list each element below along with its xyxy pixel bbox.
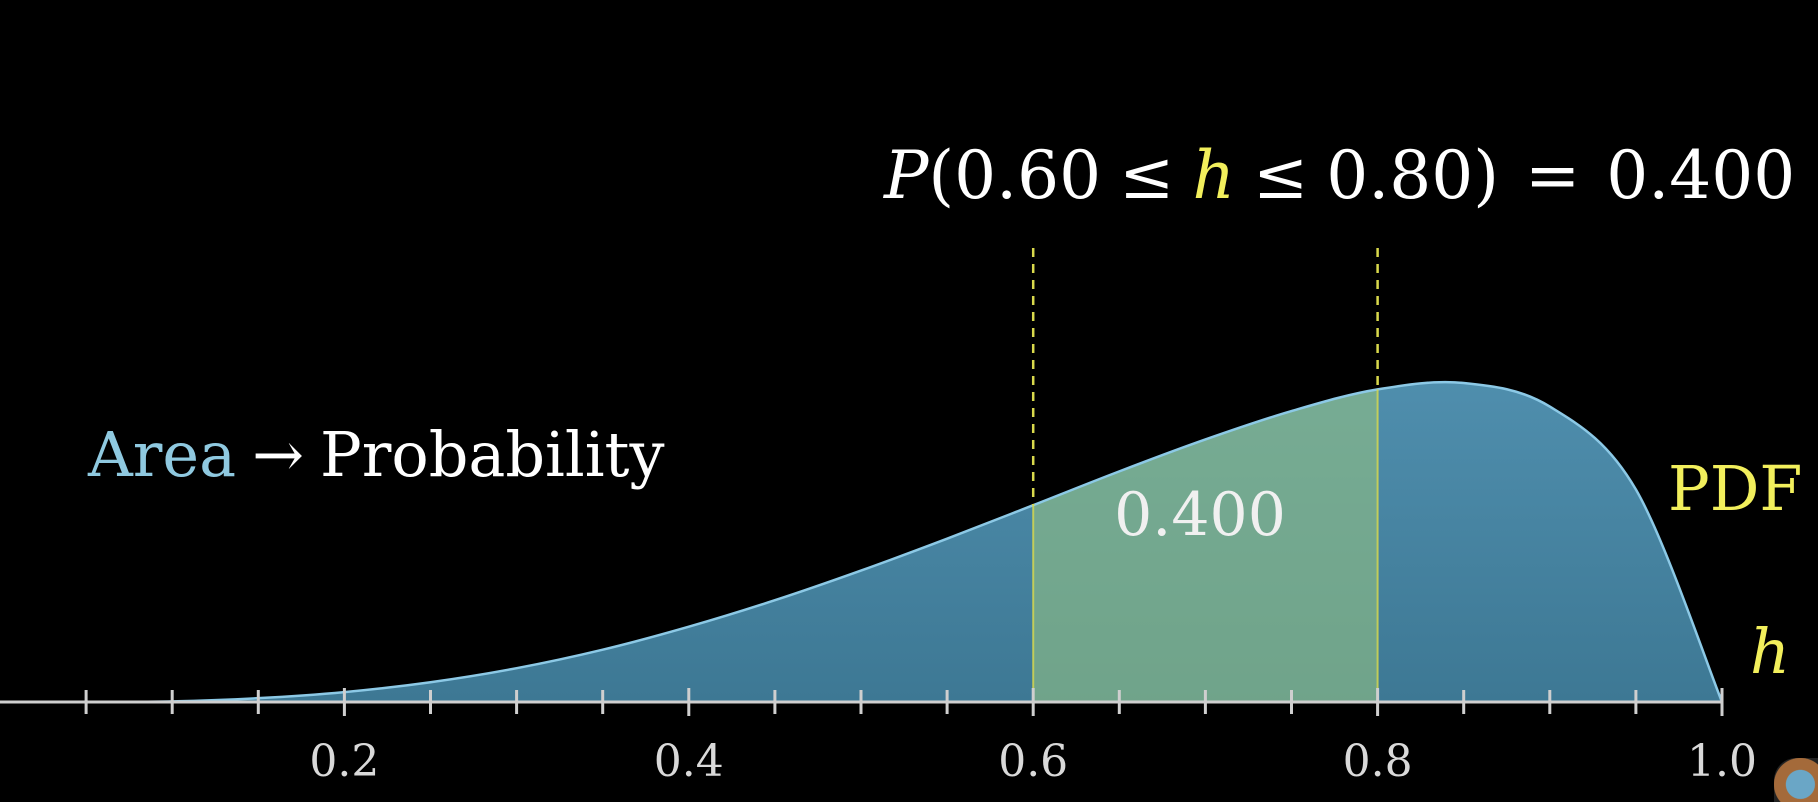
x-tick-label-0.8: 0.8 — [1343, 736, 1413, 787]
axis-variable-label: h — [1750, 615, 1790, 688]
probability-word: Probability — [320, 418, 664, 491]
x-tick-label-0.6: 0.6 — [998, 736, 1068, 787]
x-tick-labels: 0.2 0.4 0.6 0.8 1.0 — [309, 736, 1757, 787]
x-axis — [0, 688, 1724, 716]
equation-leq-2: ≤ — [1253, 137, 1308, 214]
equation-equals: = — [1525, 137, 1580, 214]
equation-variable: h — [1192, 137, 1235, 214]
equation-func: P — [883, 137, 930, 214]
x-tick-label-0.2: 0.2 — [309, 736, 379, 787]
arrow-glyph: → — [252, 418, 304, 491]
probability-equation: P(0.60 ≤ h ≤0.80) = 0.400 — [883, 137, 1795, 214]
equation-open-paren: ( — [928, 137, 954, 214]
x-tick-label-1.0: 1.0 — [1687, 736, 1757, 787]
channel-avatar — [1774, 758, 1818, 802]
area-probability-annotation: Area → Probability — [87, 418, 664, 491]
pdf-curve — [86, 380, 1724, 704]
equation-result: 0.400 — [1606, 137, 1795, 214]
highlight-region — [1033, 382, 1378, 702]
equation-lower-bound: 0.60 — [954, 137, 1101, 214]
equation-upper-bound: 0.80 — [1326, 137, 1473, 214]
equation-close-paren: ) — [1473, 137, 1499, 214]
highlight-value-label: 0.400 — [1114, 480, 1286, 550]
pdf-label: PDF — [1668, 452, 1802, 525]
area-word: Area — [87, 418, 236, 491]
area-layer — [86, 248, 1724, 704]
x-tick-label-0.4: 0.4 — [654, 736, 724, 787]
equation-leq-1: ≤ — [1119, 137, 1174, 214]
